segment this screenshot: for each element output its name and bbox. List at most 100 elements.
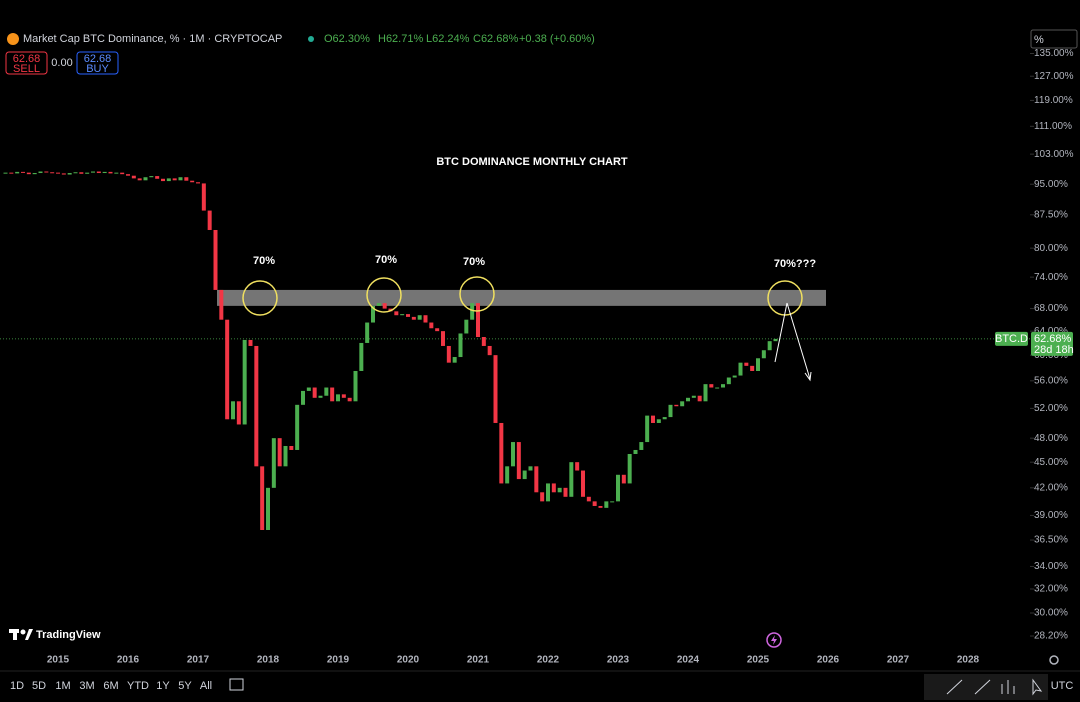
candle-body <box>73 172 78 174</box>
range-button[interactable]: 5Y <box>178 680 192 692</box>
candle-body <box>627 453 632 484</box>
flash-icon[interactable] <box>766 632 782 648</box>
settings-icon[interactable] <box>1049 655 1059 665</box>
x-tick-label: 2027 <box>887 655 910 666</box>
candle-body <box>38 171 43 174</box>
buy-label[interactable]: BUY <box>86 63 109 75</box>
candle-body <box>411 316 416 320</box>
candle-body <box>767 341 772 351</box>
candle-body <box>161 178 165 182</box>
range-button[interactable]: 3M <box>79 680 94 692</box>
candle-body <box>732 375 737 378</box>
range-button[interactable]: All <box>200 680 212 692</box>
candle-body <box>126 174 130 176</box>
candle-body <box>184 177 189 181</box>
flash-icon <box>771 635 777 645</box>
logo-mark <box>20 629 26 635</box>
candle-body <box>353 370 358 402</box>
tool-icon[interactable] <box>1032 678 1043 696</box>
candle-body <box>645 415 650 443</box>
candle-body <box>481 337 486 346</box>
symbol-icon <box>7 33 19 45</box>
timezone[interactable]: UTC <box>1051 680 1074 692</box>
range-button[interactable]: 5D <box>32 680 46 692</box>
spread: 0.00 <box>51 57 72 69</box>
candle-body <box>394 311 399 316</box>
axis-unit-box[interactable] <box>1030 29 1078 49</box>
candle-body <box>656 419 661 423</box>
status-dot <box>308 36 314 42</box>
x-tick-label: 2016 <box>117 655 140 666</box>
range-button[interactable]: 1M <box>55 680 70 692</box>
x-tick-label: 2024 <box>677 655 700 666</box>
candle-body <box>359 342 364 371</box>
candle-body <box>79 172 84 174</box>
x-tick-label: 2019 <box>327 655 350 666</box>
candle-body <box>761 350 766 359</box>
x-tick-label: 2022 <box>537 655 560 666</box>
x-tick-label: 2025 <box>747 655 770 666</box>
chart-title: BTC DOMINANCE MONTHLY CHART <box>436 156 628 168</box>
highlight-circle <box>366 277 402 313</box>
candle-body <box>773 338 778 342</box>
ohlc-value: H62.71% <box>378 33 423 45</box>
x-tick-label: 2021 <box>467 655 490 666</box>
candle-body <box>242 339 247 425</box>
candle-body <box>295 404 300 450</box>
candle-body <box>207 210 212 230</box>
candle-body <box>715 387 720 389</box>
logo-text: TradingView <box>36 629 101 641</box>
x-tick-label: 2028 <box>957 655 980 666</box>
sell-price[interactable]: 62.68 <box>13 53 41 65</box>
arrow <box>774 302 812 382</box>
candle-body <box>236 401 241 425</box>
candle-body <box>56 172 60 174</box>
resistance-zone <box>217 289 826 306</box>
logo-mark <box>13 629 17 640</box>
candle-body <box>499 422 504 484</box>
candle-body <box>347 397 352 402</box>
candle-body <box>201 183 206 211</box>
date-range-icon[interactable] <box>229 678 244 691</box>
candle-body <box>610 501 615 503</box>
candle-body <box>190 180 195 183</box>
candle-body <box>470 303 475 320</box>
annotation: 70%??? <box>774 258 816 270</box>
candle-body <box>50 172 55 174</box>
candle-body <box>301 390 305 405</box>
candle-body <box>120 172 125 175</box>
candle-body <box>721 384 725 388</box>
sell-button[interactable] <box>5 51 48 75</box>
range-button[interactable]: 1Y <box>156 680 170 692</box>
candle-body <box>592 501 597 506</box>
candle-body <box>266 487 270 530</box>
candle-body <box>178 177 183 181</box>
range-button[interactable]: 6M <box>103 680 118 692</box>
buy-button[interactable] <box>76 51 119 75</box>
tool-icon[interactable] <box>1001 680 1015 694</box>
y-tick-label: 74.00% <box>1034 272 1068 283</box>
tool-icon[interactable] <box>946 679 963 695</box>
candle-body <box>96 171 101 174</box>
sell-label[interactable]: SELL <box>13 63 40 75</box>
candle-body <box>137 178 142 181</box>
range-button[interactable]: 1D <box>10 680 24 692</box>
tool-icon[interactable] <box>974 679 991 695</box>
candle-body <box>476 303 480 338</box>
candle-body <box>3 172 8 174</box>
ohlc-value: C62.68% <box>473 33 518 45</box>
candle-body <box>738 362 743 376</box>
candle-body <box>196 182 200 184</box>
price-box-label: 62.68% <box>1034 333 1072 345</box>
candle-body <box>569 462 574 497</box>
y-tick-label: 80.00% <box>1034 243 1068 254</box>
buy-price[interactable]: 62.68 <box>84 53 112 65</box>
axis-unit[interactable]: % <box>1034 34 1044 46</box>
candle-body <box>487 345 492 356</box>
candle-body <box>289 445 294 450</box>
candle-body <box>668 404 673 418</box>
candle-body <box>330 387 335 402</box>
range-button[interactable]: YTD <box>127 680 149 692</box>
candle-body <box>277 438 282 467</box>
highlight-circle <box>459 276 495 312</box>
